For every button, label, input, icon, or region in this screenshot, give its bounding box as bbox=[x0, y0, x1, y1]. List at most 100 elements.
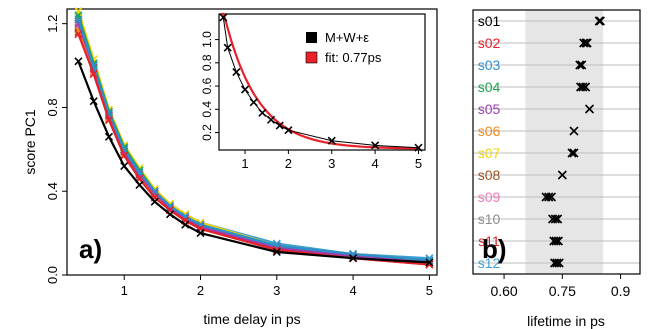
inset-measured-point bbox=[232, 68, 241, 77]
lifetime-point-s09 bbox=[546, 192, 557, 202]
x-marker-stroke bbox=[74, 57, 83, 66]
series-1-point bbox=[74, 57, 83, 66]
series-5-point bbox=[165, 203, 175, 213]
x-marker-stroke bbox=[196, 229, 205, 238]
legend-label-fit: fit: 0.77ps bbox=[325, 50, 382, 65]
category-label-s10: s10 bbox=[478, 211, 501, 227]
panel-b: s01 s02 s03 s04 s05 s06 s07 s08 s09 s10 s11 s12 0.6… bbox=[472, 9, 641, 329]
inset-x-tick-label: 2 bbox=[285, 156, 292, 171]
x-marker-stroke bbox=[546, 192, 557, 202]
lifetime-point-s01 bbox=[595, 16, 605, 26]
x-marker-stroke bbox=[569, 148, 579, 158]
panel-b-gridlines bbox=[473, 20, 640, 264]
inset-measured-point bbox=[258, 108, 267, 117]
x-marker-stroke bbox=[89, 97, 98, 106]
panel-a-xlabel: time delay in ps bbox=[203, 311, 300, 327]
x-marker-stroke bbox=[349, 254, 358, 263]
x-tick-label: 4 bbox=[349, 283, 356, 298]
b-x-tick-label: 0.60 bbox=[490, 283, 517, 299]
x-marker-stroke bbox=[425, 260, 434, 269]
x-marker-stroke bbox=[150, 197, 159, 206]
x-marker-stroke bbox=[544, 192, 554, 202]
x-marker-stroke bbox=[272, 247, 281, 257]
inset-plot bbox=[219, 12, 423, 152]
x-marker-stroke bbox=[595, 16, 605, 26]
y-tick-label: 0.4 bbox=[45, 182, 60, 200]
x-marker-stroke bbox=[165, 203, 175, 213]
x-marker-stroke bbox=[275, 121, 284, 130]
lifetime-point-s08 bbox=[557, 170, 567, 180]
lifetime-point-s04 bbox=[581, 82, 591, 92]
lifetime-point-s03 bbox=[575, 60, 585, 70]
x-marker-stroke bbox=[584, 104, 595, 114]
x-marker-stroke bbox=[371, 141, 380, 150]
inset-x-tick-label: 1 bbox=[241, 156, 248, 171]
panel-a-series bbox=[74, 7, 434, 269]
inset-measured-point bbox=[414, 143, 423, 152]
panel-b-category-labels: s01 s02 s03 s04 s05 s06 s07 s08 s09 s10 s11 s12 bbox=[478, 13, 501, 271]
panel-a-axes: 1 2 3 4 5 0.0 0.4 0.8 1.2 bbox=[45, 15, 433, 298]
x-marker-stroke bbox=[581, 38, 591, 48]
inset-measured-point bbox=[327, 136, 336, 145]
series-line-3 bbox=[77, 19, 430, 262]
x-marker-stroke bbox=[74, 15, 83, 24]
legend-swatch-fit bbox=[305, 51, 318, 64]
category-label-s03: s03 bbox=[478, 57, 501, 73]
panel-b-label: b) bbox=[482, 234, 507, 264]
y-tick-label: 1.2 bbox=[45, 15, 60, 33]
lifetime-point-s11 bbox=[551, 236, 561, 246]
category-label-s02: s02 bbox=[478, 35, 501, 51]
series-1-point bbox=[425, 258, 434, 267]
x-marker-stroke bbox=[579, 38, 589, 48]
x-tick-label: 3 bbox=[273, 283, 280, 298]
series-2-point bbox=[89, 69, 98, 78]
series-1-point bbox=[120, 162, 129, 171]
series-1-point bbox=[135, 180, 144, 190]
lifetime-point-s06 bbox=[569, 126, 579, 136]
x-marker-stroke bbox=[135, 166, 144, 175]
inset-fit-curve bbox=[221, 12, 419, 150]
lifetime-point-s11 bbox=[553, 236, 564, 246]
x-marker-stroke bbox=[575, 60, 585, 70]
lifetime-point-s01 bbox=[594, 16, 604, 26]
x-marker-stroke bbox=[327, 136, 336, 145]
x-marker-stroke bbox=[414, 143, 423, 152]
series-3-point bbox=[74, 15, 83, 24]
inset-measured-point bbox=[219, 13, 228, 22]
inset-legend: M+W+ε fit: 0.77ps bbox=[305, 30, 382, 65]
category-label-s06: s06 bbox=[478, 123, 501, 139]
legend-label-measured: M+W+ε bbox=[325, 30, 369, 45]
series-1-point bbox=[349, 254, 358, 263]
series-1-point bbox=[150, 197, 159, 206]
category-label-s04: s04 bbox=[478, 79, 501, 95]
lifetime-point-s02 bbox=[581, 38, 591, 48]
lifetime-point-s04 bbox=[578, 82, 588, 92]
x-marker-stroke bbox=[104, 132, 114, 141]
x-marker-stroke bbox=[74, 30, 83, 39]
x-marker-stroke bbox=[232, 68, 241, 77]
x-marker-stroke bbox=[104, 115, 114, 125]
x-marker-stroke bbox=[551, 236, 561, 246]
panel-a: 1 2 3 4 5 0.0 0.4 0.8 1.2 score PC1 time delay i… bbox=[22, 7, 438, 327]
category-label-s01: s01 bbox=[478, 13, 501, 29]
x-marker-stroke bbox=[181, 214, 190, 223]
series-1-point bbox=[272, 247, 281, 257]
inset-measured-point bbox=[223, 43, 232, 52]
lifetime-point-s03 bbox=[577, 60, 587, 70]
lifetime-point-s05 bbox=[584, 104, 595, 114]
lifetime-point-s07 bbox=[569, 148, 579, 158]
inset-x-tick-label: 3 bbox=[328, 156, 335, 171]
y-tick-label: 0.0 bbox=[45, 266, 60, 284]
inset: 1 2 3 4 5 0.2 0.4 0.6 0.8 1.0 M+W+ε fit: 0.77ps bbox=[200, 12, 426, 171]
x-marker-stroke bbox=[550, 214, 560, 224]
x-marker-stroke bbox=[569, 126, 579, 136]
lifetime-point-s12 bbox=[552, 258, 562, 268]
category-label-s08: s08 bbox=[478, 167, 501, 183]
lifetime-point-s02 bbox=[579, 38, 589, 48]
x-marker-stroke bbox=[425, 258, 434, 267]
inset-y-tick-label: 0.8 bbox=[200, 54, 214, 71]
panel-a-frame bbox=[66, 8, 438, 276]
x-marker-stroke bbox=[181, 220, 190, 229]
x-marker-stroke bbox=[165, 210, 175, 219]
